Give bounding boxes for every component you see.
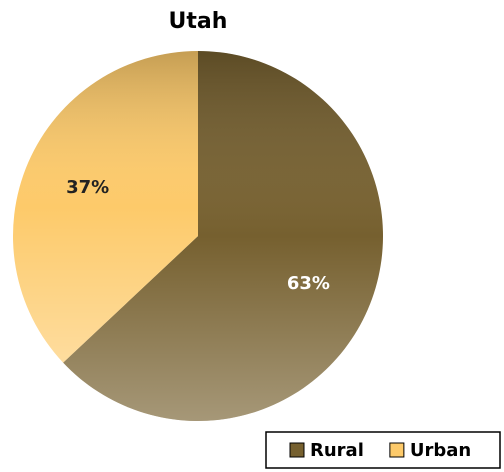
data-label: 63% xyxy=(287,273,330,294)
legend-swatch xyxy=(389,442,405,458)
legend-label: Urban xyxy=(410,440,471,461)
data-label: 37% xyxy=(66,177,109,198)
legend-swatch xyxy=(289,442,305,458)
chart-title: Utah xyxy=(169,9,228,34)
legend-box xyxy=(265,431,501,469)
legend-label: Rural xyxy=(310,440,364,461)
